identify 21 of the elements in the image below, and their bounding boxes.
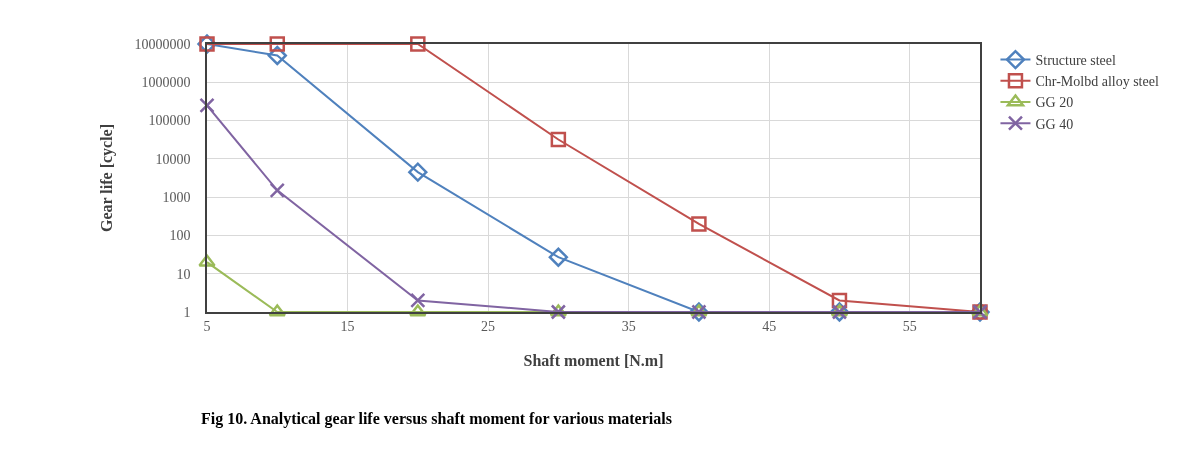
y-tick-label: 10000000 bbox=[134, 36, 191, 52]
x-tick-label: 45 bbox=[762, 318, 777, 334]
y-tick-label: 100000 bbox=[148, 113, 191, 129]
y-tick-label: 10000 bbox=[155, 151, 191, 167]
legend-label: GG 20 bbox=[1035, 95, 1074, 111]
y-tick-label: 100 bbox=[169, 228, 191, 244]
x-tick-label: 15 bbox=[340, 318, 355, 334]
y-axis-title: Gear life [cycle] bbox=[97, 123, 116, 233]
x-tick-label: 5 bbox=[203, 318, 211, 334]
x-tick-label: 35 bbox=[621, 318, 636, 334]
y-tick-label: 1 bbox=[183, 304, 191, 320]
x-tick-label: 55 bbox=[902, 318, 917, 334]
legend-label: Chr-Molbd alloy steel bbox=[1035, 74, 1159, 90]
x-tick-label: 25 bbox=[481, 318, 496, 334]
x-axis-title: Shaft moment [N.m] bbox=[523, 351, 664, 369]
legend-label: Structure steel bbox=[1035, 53, 1117, 69]
caption: Fig 10. Analytical gear life versus shaft moment for various materials bbox=[201, 410, 672, 428]
legend-label: GG 40 bbox=[1035, 116, 1074, 132]
y-tick-label: 1000 bbox=[162, 190, 191, 206]
y-tick-label: 1000000 bbox=[141, 75, 191, 91]
y-tick-label: 10 bbox=[176, 266, 191, 282]
